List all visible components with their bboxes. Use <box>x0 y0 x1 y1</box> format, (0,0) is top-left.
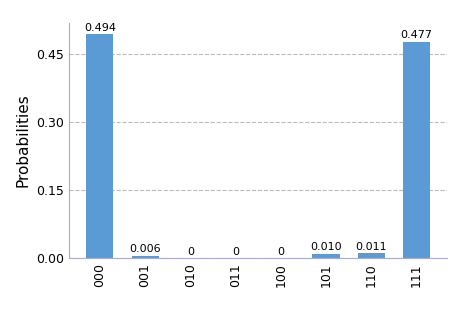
Bar <box>403 42 430 258</box>
Text: 0: 0 <box>187 246 194 256</box>
Text: 0: 0 <box>232 246 239 256</box>
Text: 0.477: 0.477 <box>401 30 432 40</box>
Text: 0.011: 0.011 <box>355 242 387 252</box>
Bar <box>358 254 385 258</box>
Bar <box>313 254 340 258</box>
Y-axis label: Probabilities: Probabilities <box>16 94 31 187</box>
Text: 0.010: 0.010 <box>310 242 342 252</box>
Text: 0: 0 <box>277 246 284 256</box>
Text: 0.494: 0.494 <box>84 23 116 33</box>
Bar <box>131 256 159 258</box>
Bar <box>86 34 113 258</box>
Text: 0.006: 0.006 <box>129 244 161 254</box>
